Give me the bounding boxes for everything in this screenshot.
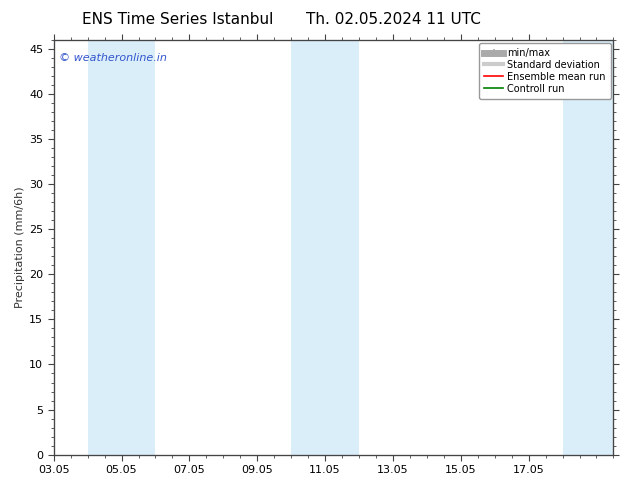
Text: Th. 02.05.2024 11 UTC: Th. 02.05.2024 11 UTC (306, 12, 481, 27)
Bar (562, 40, 630, 455)
Legend: min/max, Standard deviation, Ensemble mean run, Controll run: min/max, Standard deviation, Ensemble me… (479, 43, 611, 98)
Y-axis label: Precipitation (mm/6h): Precipitation (mm/6h) (15, 187, 25, 308)
Text: ENS Time Series Istanbul: ENS Time Series Istanbul (82, 12, 273, 27)
Bar (87, 40, 155, 455)
Bar (291, 40, 359, 455)
Text: © weatheronline.in: © weatheronline.in (60, 52, 167, 63)
